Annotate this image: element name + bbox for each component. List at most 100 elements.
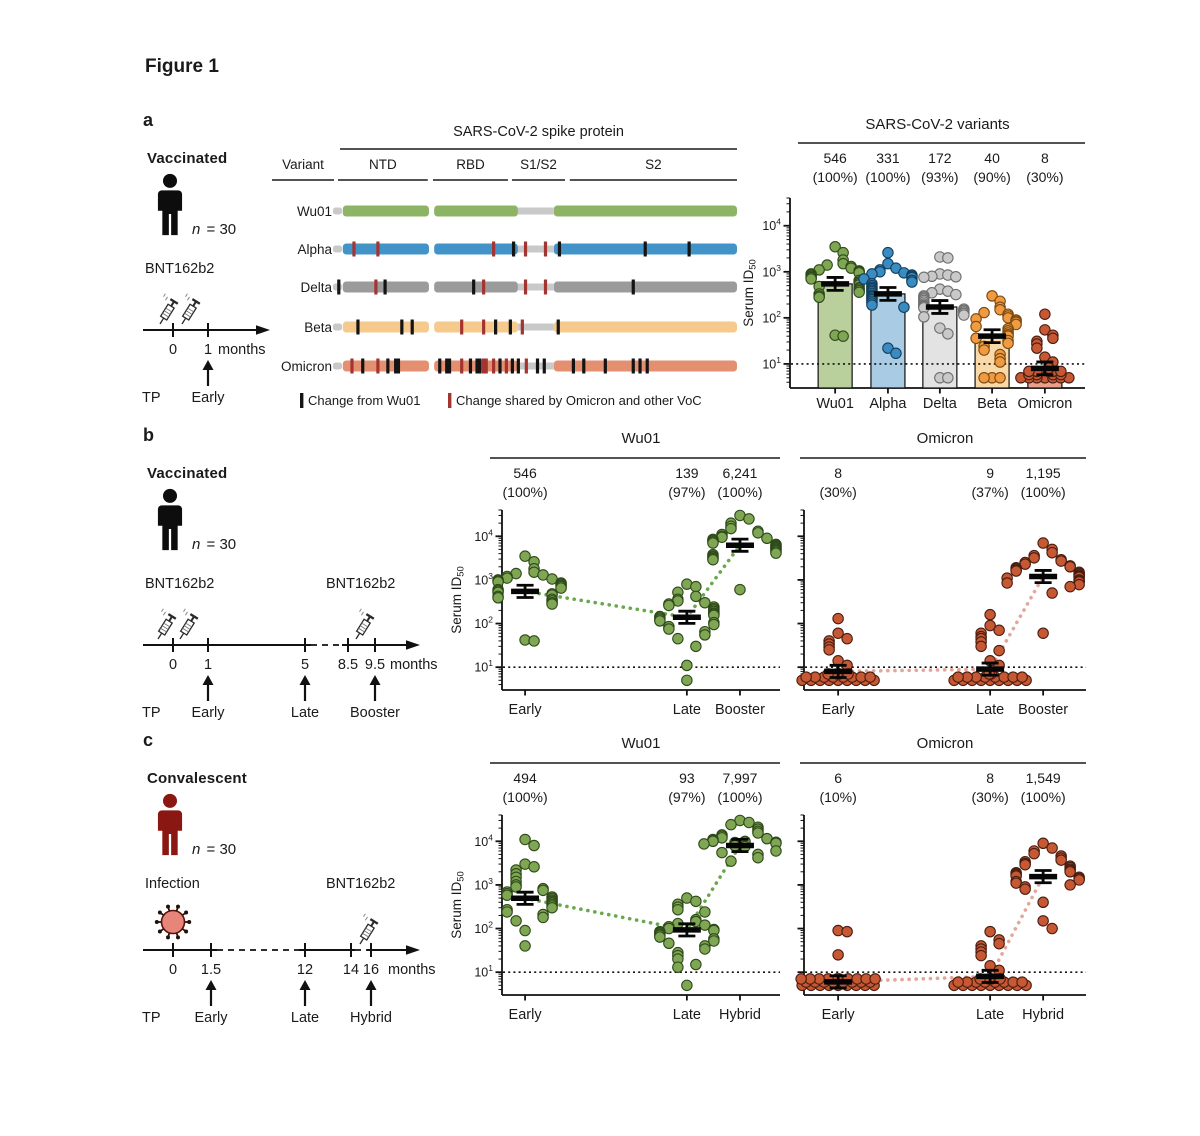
error-bar: [1029, 869, 1058, 885]
cohort-c-booster-label: BNT162b2: [326, 876, 396, 892]
timeline-tick-label: 14: [343, 962, 359, 978]
dots-booster: [1001, 537, 1085, 639]
n-symbol: n: [192, 221, 201, 238]
x-category-label: Early: [822, 702, 856, 718]
gmt-value: 494: [513, 770, 537, 786]
mutation-tick: [482, 279, 486, 295]
timeline-tick-label: 5: [301, 657, 309, 673]
timeline-tick-label: 8.5: [338, 657, 358, 673]
timeline-tick-label: 1: [204, 342, 212, 358]
mutation-tick: [543, 279, 548, 295]
variant-header: Variant: [282, 157, 324, 172]
syringe-icon: [181, 293, 201, 325]
timeline-arrowhead: [256, 325, 270, 335]
tp-label: Early: [191, 705, 225, 721]
cohort-a-group-label: Vaccinated: [147, 150, 228, 167]
x-category-label: Wu01: [816, 396, 854, 412]
y-tick-label: 103: [474, 876, 493, 893]
omicron-chart-b: Omicron 8 (30%) 9 (37%) 1,195 (100%) Early Late B…: [796, 430, 1086, 718]
y-tick-label: 102: [474, 615, 493, 632]
gmt-percent: (100%): [717, 789, 762, 805]
axes: [797, 509, 1086, 696]
gmt-value: 9: [986, 465, 994, 481]
gmt-percent: (100%): [1021, 484, 1066, 500]
timeline-tick-label: 16: [363, 962, 379, 978]
mutation-tick: [645, 358, 649, 374]
gmt-value: 8: [1041, 150, 1049, 166]
mutation-tick: [475, 358, 482, 374]
chart-title: Omicron: [917, 735, 974, 752]
chart-title: SARS-CoV-2 variants: [865, 116, 1009, 133]
panel-a-label: a: [143, 110, 154, 130]
variant-label: Alpha: [297, 242, 332, 257]
error-bar: [873, 286, 902, 302]
spike-row-wu01: Wu01: [297, 204, 737, 219]
person-icon: [157, 488, 183, 551]
gmt-percent: (30%): [971, 789, 1008, 805]
mutation-tick: [494, 319, 498, 335]
tp-header: TP: [142, 1010, 161, 1026]
tp-arrow: [365, 980, 377, 990]
tp-arrow: [202, 360, 214, 370]
timeline-tick-label: 1: [204, 657, 212, 673]
n-symbol: n: [192, 536, 201, 553]
y-tick-label: 103: [762, 263, 781, 280]
mutation-tick: [376, 358, 380, 374]
mutation-tick: [643, 241, 647, 257]
wu01-chart-b: Wu01 546 (100%) 139 (97%) 6,241 (100%) 101 102 10…: [449, 430, 782, 718]
mutation-tick: [631, 358, 635, 374]
omicron-chart-c: Omicron 6 (10%) 8 (30%) 1,549 (100%) Early Late H…: [795, 735, 1086, 1023]
legend-label: Change from Wu01: [308, 393, 421, 408]
dots-early: [501, 833, 558, 952]
n-value: = 30: [202, 841, 237, 858]
x-category-label: Hybrid: [1022, 1007, 1064, 1023]
mutation-tick: [410, 319, 414, 335]
gmt-percent: (100%): [865, 169, 910, 185]
timeline-graphic: 0 1.5 12 14 16 months Early Late Hybrid TP: [142, 904, 436, 1026]
cohort-b-booster-label: BNT162b2: [326, 576, 396, 592]
variant-label: Wu01: [297, 204, 332, 219]
spike-row-beta: Beta: [304, 319, 737, 335]
mutation-tick: [438, 358, 442, 374]
mutation-tick: [508, 319, 512, 335]
tp-arrow: [202, 675, 214, 685]
y-tick-label: 101: [762, 355, 781, 372]
x-category-label: Hybrid: [719, 1007, 761, 1023]
mutation-tick: [535, 358, 540, 374]
mutation-tick: [460, 358, 464, 374]
x-category-label: Early: [509, 702, 543, 718]
dots-hybrid: [1010, 837, 1085, 935]
gmt-value: 1,195: [1026, 465, 1061, 481]
y-tick-label: 104: [762, 217, 781, 234]
x-category-label: Beta: [977, 396, 1008, 412]
timeline-tick-label: 0: [169, 342, 177, 358]
legend-label: Change shared by Omicron and other VoC: [456, 393, 702, 408]
domain-label: S1/S2: [520, 157, 557, 172]
y-axis-label: Serum ID50: [449, 566, 467, 634]
timeline-tick-label: 12: [297, 962, 313, 978]
gmt-value: 7,997: [722, 770, 757, 786]
dots-alpha: [858, 246, 918, 360]
gmt-value: 546: [823, 150, 847, 166]
n-symbol: n: [192, 841, 201, 858]
dots-delta: [918, 251, 970, 384]
syringe-icon: [355, 608, 375, 640]
y-tick-label: 101: [474, 963, 493, 980]
mutation-tick: [482, 319, 486, 335]
mutation-tick: [472, 279, 476, 295]
tp-header: TP: [142, 705, 161, 721]
virus-icon: [154, 904, 192, 940]
mutation-tick: [603, 358, 607, 374]
mutation-tick: [460, 319, 464, 335]
person-icon: [157, 793, 183, 856]
mutation-tick: [445, 358, 452, 374]
chart-title: Omicron: [917, 430, 974, 447]
gmt-percent: (90%): [973, 169, 1010, 185]
dots-late: [654, 578, 720, 687]
spike-title: SARS-CoV-2 spike protein: [453, 124, 624, 140]
cohort-b-group-label: Vaccinated: [147, 465, 228, 482]
mutation-tick: [481, 358, 488, 374]
timeline-arrowhead: [406, 640, 420, 650]
cohort-b-exposure-label: BNT162b2: [145, 576, 215, 592]
